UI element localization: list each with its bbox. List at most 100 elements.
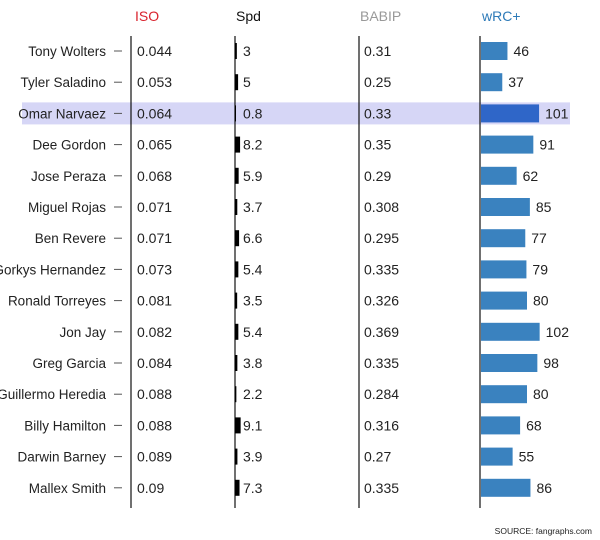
wrc-value: 102 xyxy=(546,324,570,340)
spd-bar xyxy=(235,417,241,434)
wrc-value: 101 xyxy=(545,105,569,121)
spd-bar xyxy=(235,74,239,91)
column-header-babip: BABIP xyxy=(360,8,401,24)
babip-value: 0.316 xyxy=(364,417,399,433)
spd-value: 5.9 xyxy=(243,168,263,184)
spd-value: 7.3 xyxy=(243,480,263,496)
wrc-bar xyxy=(481,478,531,497)
wrc-bar xyxy=(481,229,526,248)
iso-value: 0.071 xyxy=(137,230,172,246)
iso-value: 0.071 xyxy=(137,199,172,215)
iso-value: 0.081 xyxy=(137,293,172,309)
spd-value: 5.4 xyxy=(243,261,263,277)
spd-value: 8.2 xyxy=(243,137,263,153)
player-name: Jose Peraza xyxy=(31,169,107,184)
spd-bar xyxy=(235,292,238,309)
wrc-value: 68 xyxy=(526,417,542,433)
player-name: Darwin Barney xyxy=(17,450,106,465)
player-name: Tony Wolters xyxy=(28,44,106,59)
wrc-bar xyxy=(481,198,530,216)
spd-bar xyxy=(235,230,240,247)
player-name: Greg Garcia xyxy=(32,356,106,371)
wrc-value: 80 xyxy=(533,386,549,402)
babip-value: 0.369 xyxy=(364,324,399,340)
spd-value: 3.7 xyxy=(243,199,263,215)
wrc-value: 62 xyxy=(523,168,539,184)
player-name: Guillermo Heredia xyxy=(0,387,106,402)
babip-value: 0.25 xyxy=(364,74,391,90)
spd-bar xyxy=(235,105,236,122)
player-name: Mallex Smith xyxy=(29,481,106,496)
spd-value: 0.8 xyxy=(243,105,263,121)
player-name: Gorkys Hernandez xyxy=(0,262,106,277)
spd-value: 6.6 xyxy=(243,230,263,246)
babip-value: 0.295 xyxy=(364,230,399,246)
babip-value: 0.326 xyxy=(364,293,399,309)
column-header-wrc: wRC+ xyxy=(481,8,521,24)
player-name: Dee Gordon xyxy=(32,138,106,153)
iso-value: 0.064 xyxy=(137,105,172,121)
player-name: Jon Jay xyxy=(59,325,106,340)
wrc-value: 46 xyxy=(513,43,529,59)
wrc-bar xyxy=(481,385,527,404)
player-name: Tyler Saladino xyxy=(20,75,106,90)
spd-value: 3 xyxy=(243,43,251,59)
wrc-value: 80 xyxy=(533,293,549,309)
wrc-value: 77 xyxy=(531,230,547,246)
player-name: Miguel Rojas xyxy=(28,200,106,215)
wrc-value: 91 xyxy=(539,137,555,153)
babip-value: 0.335 xyxy=(364,480,399,496)
babip-value: 0.27 xyxy=(364,449,391,465)
iso-value: 0.082 xyxy=(137,324,172,340)
wrc-value: 79 xyxy=(532,261,548,277)
spd-bar xyxy=(235,261,239,278)
spd-bar xyxy=(235,43,237,59)
wrc-bar xyxy=(481,416,521,435)
iso-value: 0.068 xyxy=(137,168,172,184)
iso-value: 0.065 xyxy=(137,137,172,153)
wrc-bar xyxy=(481,291,527,310)
wrc-value: 86 xyxy=(536,480,552,496)
wrc-bar xyxy=(481,354,538,372)
wrc-bar xyxy=(481,42,508,60)
spd-bar xyxy=(235,323,239,340)
wrc-value: 37 xyxy=(508,74,524,90)
spd-bar xyxy=(235,386,237,403)
wrc-bar xyxy=(481,104,540,123)
player-name: Billy Hamilton xyxy=(24,418,106,433)
iso-value: 0.088 xyxy=(137,386,172,402)
spd-bar xyxy=(235,199,238,215)
iso-value: 0.088 xyxy=(137,417,172,433)
wrc-bar xyxy=(481,322,540,341)
iso-value: 0.044 xyxy=(137,43,172,59)
spd-value: 3.5 xyxy=(243,293,263,309)
spd-value: 5.4 xyxy=(243,324,263,340)
babip-value: 0.35 xyxy=(364,137,391,153)
spd-value: 2.2 xyxy=(243,386,263,402)
spd-bar xyxy=(235,355,238,371)
iso-value: 0.053 xyxy=(137,74,172,90)
spd-value: 5 xyxy=(243,74,251,90)
wrc-bar xyxy=(481,447,513,466)
babip-value: 0.308 xyxy=(364,199,399,215)
babip-value: 0.335 xyxy=(364,355,399,371)
source-note: SOURCE: fangraphs.com xyxy=(494,526,592,536)
babip-value: 0.31 xyxy=(364,43,391,59)
wrc-value: 55 xyxy=(519,449,535,465)
iso-value: 0.084 xyxy=(137,355,172,371)
spd-value: 3.8 xyxy=(243,355,263,371)
highlight-row-band xyxy=(22,102,570,125)
player-name: Ronald Torreyes xyxy=(8,294,106,309)
wrc-value: 98 xyxy=(543,355,559,371)
player-name: Ben Revere xyxy=(35,231,106,246)
player-name: Omar Narvaez xyxy=(18,106,106,121)
babip-value: 0.33 xyxy=(364,105,391,121)
wrc-bar xyxy=(481,166,517,185)
wrc-value: 85 xyxy=(536,199,552,215)
spd-bar xyxy=(235,136,241,153)
spd-bar xyxy=(235,448,238,465)
wrc-bar xyxy=(481,260,527,279)
spd-bar xyxy=(235,167,239,184)
babip-value: 0.335 xyxy=(364,261,399,277)
